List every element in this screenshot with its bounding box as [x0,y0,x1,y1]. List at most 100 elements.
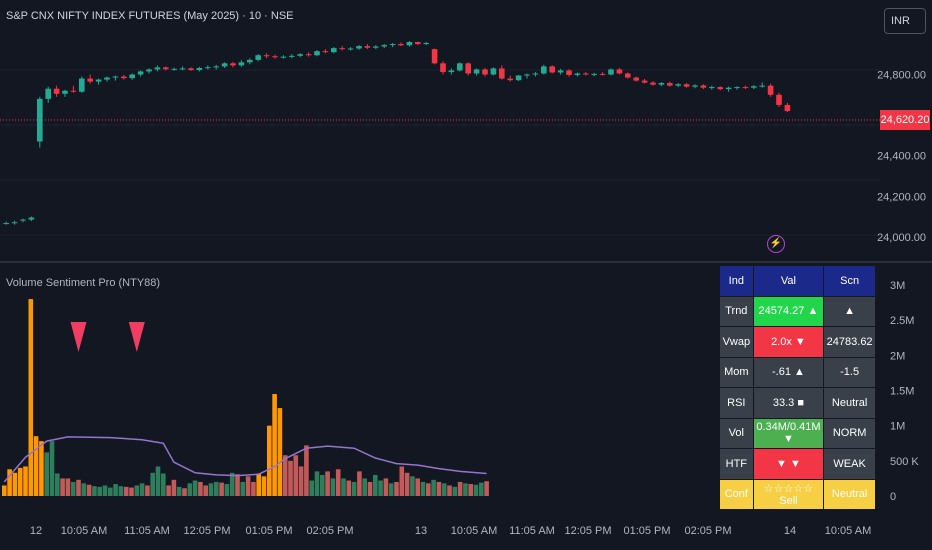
row-label: RSI [719,387,754,419]
candle-body [583,73,589,75]
candle-body [129,74,135,79]
candle-body [709,87,715,89]
candle-body [381,45,387,47]
price-axis-label: 24,000.00 [877,232,926,244]
candle-body [247,59,253,63]
time-axis-label: 01:05 PM [623,525,670,537]
indicator-table: Ind Val Scn Trnd 24574.27 ▲ ▲ Vwap 2.0x … [719,265,876,510]
candle-body [440,63,446,73]
row-value: -.61 ▲ [752,356,825,388]
volume-bar [208,483,214,496]
volume-bar [214,481,219,496]
volume-bar [219,482,224,496]
candle-body [667,83,673,86]
row-rsi: RSI 33.3 ■ Neutral [719,387,876,419]
row-value: ▼ ▼ [752,448,825,480]
volume-bar [357,471,362,496]
volume-bar [441,483,447,496]
candle-body [3,223,9,225]
volume-bar [235,474,240,496]
volume-bars [2,299,489,496]
candle-body [541,66,547,74]
candle-body [742,87,749,89]
volume-bar [468,484,473,496]
candle-body [431,49,438,64]
candle-body [347,48,354,50]
candle-body [482,69,488,75]
candle-body [331,48,337,53]
candle-body [524,74,530,76]
volume-bar [298,466,304,496]
volume-bar [288,460,293,496]
volume-bar [12,472,18,496]
volume-bar [123,486,129,496]
time-axis-label: 01:05 PM [245,525,292,537]
volume-bar [161,473,166,496]
volume-bar [426,483,431,496]
indicator-title[interactable]: Volume Sentiment Pro (NTY88) [6,277,161,289]
row-htf: HTF ▼ ▼ WEAK [719,448,876,480]
candle-body [95,79,102,82]
price-axis[interactable]: 24,800.00 24,400.00 24,200.00 24,000.00 [877,70,926,244]
candle-body [297,54,303,56]
candle-body [532,73,539,75]
volume-bar [367,481,373,496]
row-scan: -1.5 [823,356,876,388]
volume-bar [282,455,288,496]
candlestick-series [3,41,791,225]
volume-bar [176,486,182,496]
volume-bar [410,476,415,496]
time-axis[interactable]: 12 10:05 AM 11:05 AM 12:05 PM 01:05 PM 02:05 … [30,525,871,537]
candle-body [79,78,85,92]
candle-body [423,43,429,45]
volume-bar [192,480,198,496]
candle-body [373,46,379,48]
candle-body [255,55,261,60]
time-axis-label: 12:05 PM [564,525,611,537]
volume-bar [261,476,267,496]
volume-bar [171,479,177,496]
candle-body [658,83,665,85]
candle-body [289,55,295,57]
volume-axis-label: 2.5M [890,315,914,327]
row-momentum: Mom -.61 ▲ -1.5 [719,356,876,388]
col-val-header: Val [752,265,825,297]
volume-bar [463,483,468,496]
volume-bar [187,483,193,496]
lightning-icon[interactable]: ⚡ [767,235,785,253]
candle-body [692,85,698,87]
candle-body [53,88,60,94]
volume-bar [325,471,330,496]
volume-bar [404,472,410,496]
row-scan: 24783.62 [823,326,876,358]
volume-axis-label: 500 K [890,456,919,468]
volume-bar [65,478,71,496]
volume-bar [108,487,113,496]
time-axis-label: 12 [30,525,42,537]
currency-button[interactable]: INR [884,8,926,34]
volume-bar [224,484,230,496]
candle-body [717,87,723,90]
volume-bar [272,394,277,496]
volume-bar [330,478,336,496]
time-axis-label: 11:05 AM [509,525,555,537]
symbol-title[interactable]: S&P CNX NIFTY INDEX FUTURES (May 2025) ·… [6,10,294,22]
row-scan: WEAK [823,448,876,480]
volume-bar [55,473,60,496]
candle-body [515,75,522,81]
volume-bar [39,441,44,496]
volume-bar [351,481,357,496]
volume-bar [70,481,76,496]
volume-axis[interactable]: 3M 2.5M 2M 1.5M 1M 500 K 0 [890,280,919,503]
candle-body [625,73,631,78]
candle-body [641,80,648,83]
candle-body [356,46,362,49]
price-axis-label: 24,400.00 [877,151,926,163]
grid-lines [0,69,880,236]
volume-bar [309,480,314,496]
volume-bar [373,474,378,496]
row-scan: Neutral [823,387,876,419]
volume-bar [134,485,140,496]
candle-body [272,56,278,58]
